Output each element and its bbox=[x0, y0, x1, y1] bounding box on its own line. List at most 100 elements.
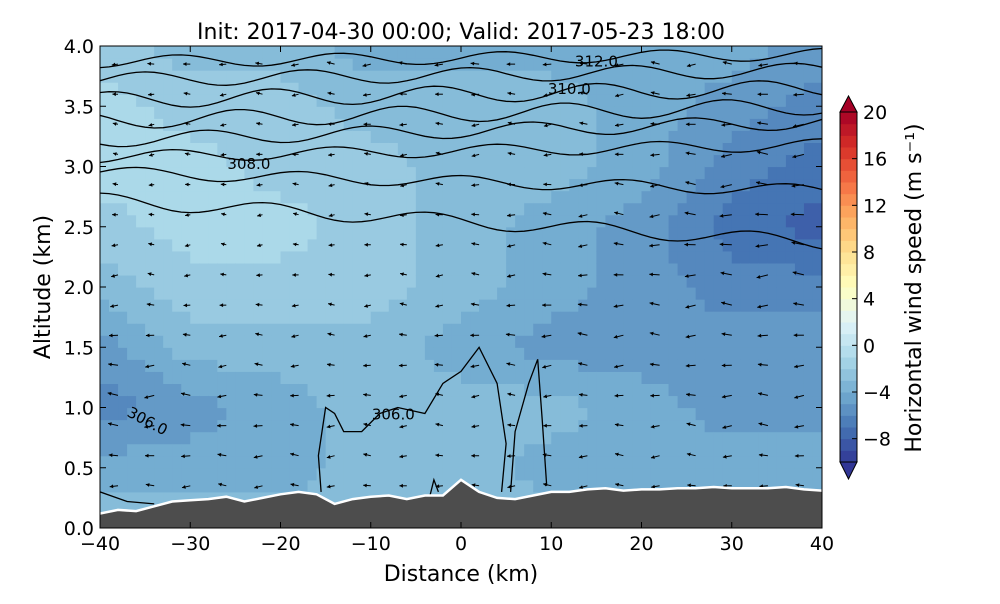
field-cell bbox=[614, 408, 624, 421]
colorbar-tick-label: 16 bbox=[863, 149, 887, 171]
field-cell bbox=[407, 383, 417, 396]
field-cell bbox=[542, 251, 552, 264]
field-cell bbox=[651, 275, 661, 288]
field-cell bbox=[389, 456, 399, 469]
field-cell bbox=[154, 444, 164, 457]
field-cell bbox=[118, 359, 128, 372]
field-cell bbox=[804, 227, 814, 240]
field-cell bbox=[651, 311, 661, 324]
field-cell bbox=[163, 323, 173, 336]
field-cell bbox=[714, 432, 724, 445]
field-cell bbox=[389, 323, 399, 336]
field-cell bbox=[118, 323, 128, 336]
field-cell bbox=[524, 215, 534, 228]
field-cell bbox=[813, 275, 823, 288]
field-cell bbox=[669, 299, 679, 312]
field-cell bbox=[705, 130, 715, 143]
field-cell bbox=[768, 82, 778, 95]
field-cell bbox=[244, 94, 254, 107]
field-cell bbox=[470, 251, 480, 264]
field-cell bbox=[795, 70, 805, 83]
field-cell bbox=[172, 203, 182, 216]
field-cell bbox=[696, 395, 706, 408]
field-cell bbox=[470, 432, 480, 445]
field-cell bbox=[669, 215, 679, 228]
field-cell bbox=[100, 191, 110, 204]
field-cell bbox=[632, 106, 642, 119]
field-cell bbox=[506, 468, 516, 481]
field-cell bbox=[163, 191, 173, 204]
field-cell bbox=[389, 191, 399, 204]
field-cell bbox=[299, 106, 309, 119]
field-cell bbox=[398, 167, 408, 180]
field-cell bbox=[470, 46, 480, 59]
field-cell bbox=[714, 456, 724, 469]
field-cell bbox=[208, 251, 218, 264]
field-cell bbox=[109, 395, 119, 408]
field-cell bbox=[542, 106, 552, 119]
field-cell bbox=[813, 299, 823, 312]
field-cell bbox=[172, 408, 182, 421]
field-cell bbox=[208, 432, 218, 445]
field-cell bbox=[208, 408, 218, 421]
field-cell bbox=[750, 347, 760, 360]
field-cell bbox=[569, 167, 579, 180]
field-cell bbox=[100, 239, 110, 252]
field-cell bbox=[235, 287, 245, 300]
field-cell bbox=[109, 347, 119, 360]
field-cell bbox=[786, 383, 796, 396]
field-cell bbox=[100, 179, 110, 192]
field-cell bbox=[434, 456, 444, 469]
field-cell bbox=[443, 383, 453, 396]
field-cell bbox=[651, 203, 661, 216]
field-cell bbox=[443, 179, 453, 192]
field-cell bbox=[262, 311, 272, 324]
field-cell bbox=[596, 347, 606, 360]
field-cell bbox=[226, 299, 236, 312]
field-cell bbox=[407, 251, 417, 264]
field-cell bbox=[199, 299, 209, 312]
field-cell bbox=[154, 227, 164, 240]
field-cell bbox=[425, 275, 435, 288]
field-cell bbox=[190, 311, 200, 324]
field-cell bbox=[777, 432, 787, 445]
field-cell bbox=[208, 118, 218, 131]
field-cell bbox=[569, 263, 579, 276]
field-cell bbox=[587, 227, 597, 240]
field-cell bbox=[407, 444, 417, 457]
field-cell bbox=[669, 395, 679, 408]
field-cell bbox=[145, 335, 155, 348]
field-cell bbox=[741, 456, 751, 469]
field-cell bbox=[353, 179, 363, 192]
field-cell bbox=[163, 408, 173, 421]
field-cell bbox=[335, 323, 345, 336]
field-cell bbox=[271, 251, 281, 264]
field-cell bbox=[813, 46, 823, 59]
field-cell bbox=[651, 371, 661, 384]
field-cell bbox=[290, 191, 300, 204]
field-cell bbox=[308, 239, 318, 252]
field-cell bbox=[190, 287, 200, 300]
field-cell bbox=[281, 46, 291, 59]
field-cell bbox=[596, 118, 606, 131]
field-cell bbox=[208, 444, 218, 457]
field-cell bbox=[479, 480, 489, 493]
field-cell bbox=[479, 408, 489, 421]
field-cell bbox=[786, 371, 796, 384]
field-cell bbox=[461, 456, 471, 469]
field-cell bbox=[750, 299, 760, 312]
field-cell bbox=[542, 239, 552, 252]
field-cell bbox=[660, 408, 670, 421]
field-cell bbox=[560, 408, 570, 421]
field-cell bbox=[551, 287, 561, 300]
field-cell bbox=[759, 432, 769, 445]
field-cell bbox=[669, 130, 679, 143]
field-cell bbox=[145, 106, 155, 119]
field-cell bbox=[569, 287, 579, 300]
field-cell bbox=[398, 287, 408, 300]
field-cell bbox=[136, 456, 146, 469]
field-cell bbox=[308, 130, 318, 143]
field-cell bbox=[741, 46, 751, 59]
field-cell bbox=[560, 58, 570, 71]
field-cell bbox=[569, 335, 579, 348]
